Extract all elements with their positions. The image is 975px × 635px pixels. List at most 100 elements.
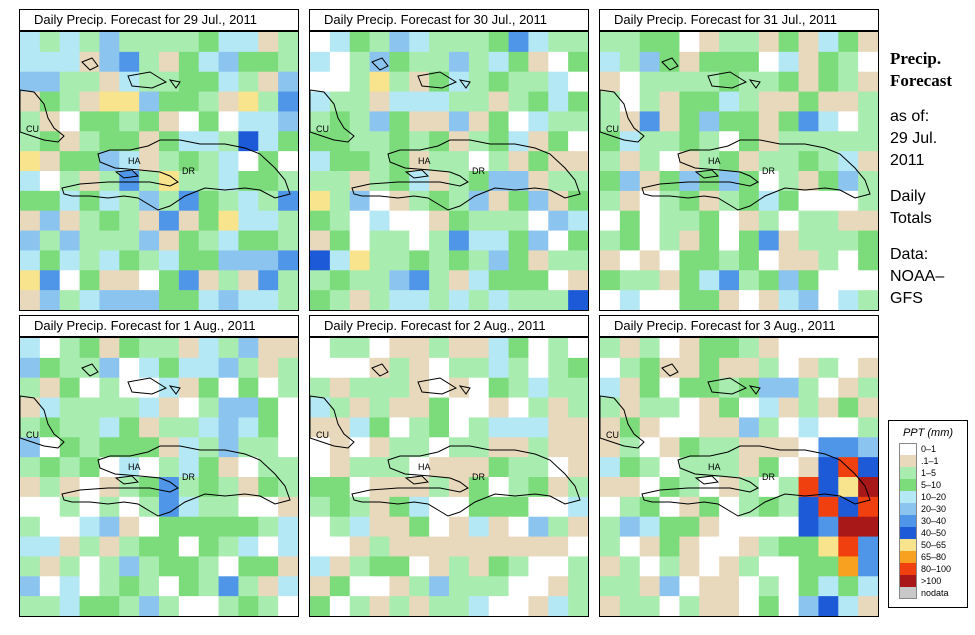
country-label: DR xyxy=(762,472,775,482)
precip-cell xyxy=(369,190,390,212)
precip-cell xyxy=(600,51,621,73)
precip-cell xyxy=(778,397,800,418)
precip-cell xyxy=(739,190,760,212)
coastline xyxy=(417,71,458,89)
precip-cell xyxy=(778,536,800,557)
precip-cell xyxy=(278,457,298,478)
precip-cell xyxy=(139,596,160,616)
precip-cell xyxy=(679,496,700,518)
precip-cell xyxy=(278,477,298,498)
country-label: HA xyxy=(418,462,431,472)
precip-cell xyxy=(159,457,180,478)
precip-cell xyxy=(238,190,259,212)
precip-cell xyxy=(198,516,220,538)
precip-cell xyxy=(218,457,239,478)
precip-cell xyxy=(818,210,839,232)
precip-cell xyxy=(119,377,140,399)
precip-cell xyxy=(758,270,780,291)
precip-cell xyxy=(79,556,100,577)
precip-cell xyxy=(139,32,160,53)
precip-cell xyxy=(659,576,680,597)
precip-cell xyxy=(778,91,800,112)
precip-cell xyxy=(139,516,160,538)
precip-cell xyxy=(679,536,700,557)
precip-cell xyxy=(329,210,351,232)
precip-cell xyxy=(79,131,100,152)
precip-cell xyxy=(39,151,61,172)
precip-cell xyxy=(409,91,430,112)
precip-cell xyxy=(568,151,588,172)
precip-cell xyxy=(758,516,780,538)
precip-cell xyxy=(488,290,510,310)
precip-cell xyxy=(20,516,41,538)
precip-cell xyxy=(568,516,588,538)
precip-cell xyxy=(488,357,510,379)
precip-cell xyxy=(79,338,100,359)
precip-cell xyxy=(699,151,720,172)
precip-cell xyxy=(389,32,410,53)
precip-cell xyxy=(679,338,700,359)
precip-cell xyxy=(278,71,298,93)
source-label: NOAA– xyxy=(890,268,945,285)
precip-cell xyxy=(429,190,450,212)
precip-cell xyxy=(79,151,100,172)
precip-cell xyxy=(468,111,490,132)
precip-cell xyxy=(349,397,371,418)
precip-cell xyxy=(258,377,279,399)
precip-cell xyxy=(679,357,700,379)
precip-cell xyxy=(99,230,120,251)
precip-cell xyxy=(429,32,450,53)
precip-cell xyxy=(798,91,819,112)
precip-cell xyxy=(59,131,81,152)
precip-cell xyxy=(568,477,588,498)
precip-cell xyxy=(758,190,780,212)
precip-cell xyxy=(218,230,239,251)
precip-cell xyxy=(639,71,661,93)
precip-cell xyxy=(639,111,661,132)
precip-cell xyxy=(488,171,510,192)
precip-cell xyxy=(739,210,760,232)
precip-cell xyxy=(508,496,529,518)
precip-cell xyxy=(389,190,410,212)
precip-cell xyxy=(329,51,351,73)
precip-cell xyxy=(699,437,720,458)
precip-cell xyxy=(798,290,819,310)
precip-cell xyxy=(858,397,878,418)
precip-cell xyxy=(278,250,298,271)
precip-cell xyxy=(600,230,621,251)
precip-cell xyxy=(600,151,621,172)
precip-cell xyxy=(119,417,140,438)
precip-cell xyxy=(679,417,700,438)
precip-cell xyxy=(719,171,740,192)
precip-cell xyxy=(468,91,490,112)
precip-cell xyxy=(178,32,200,53)
precip-cell xyxy=(218,477,239,498)
precip-cell xyxy=(20,51,41,73)
precip-cell xyxy=(59,477,81,498)
precip-cell xyxy=(528,496,549,518)
precip-cell xyxy=(159,377,180,399)
precip-cell xyxy=(258,131,279,152)
precip-cell xyxy=(758,536,780,557)
precip-cell xyxy=(679,290,700,310)
precip-cell xyxy=(278,397,298,418)
country-label: DR xyxy=(472,166,485,176)
coastline xyxy=(600,89,645,143)
precip-cell xyxy=(139,576,160,597)
precip-cell xyxy=(369,151,390,172)
precip-cell xyxy=(258,437,279,458)
precip-map: CU HA DR xyxy=(309,337,589,617)
precip-cell xyxy=(838,111,859,132)
precip-cell xyxy=(198,417,220,438)
precip-cell xyxy=(758,290,780,310)
precip-cell xyxy=(258,576,279,597)
precip-cell xyxy=(329,596,351,616)
precip-cell xyxy=(818,536,839,557)
precip-cell xyxy=(310,477,331,498)
precip-cell xyxy=(238,357,259,379)
precip-cell xyxy=(159,171,180,192)
precip-cell xyxy=(278,596,298,616)
precip-cell xyxy=(369,417,390,438)
precip-cell xyxy=(719,457,740,478)
legend-label: 1–5 xyxy=(921,468,937,478)
